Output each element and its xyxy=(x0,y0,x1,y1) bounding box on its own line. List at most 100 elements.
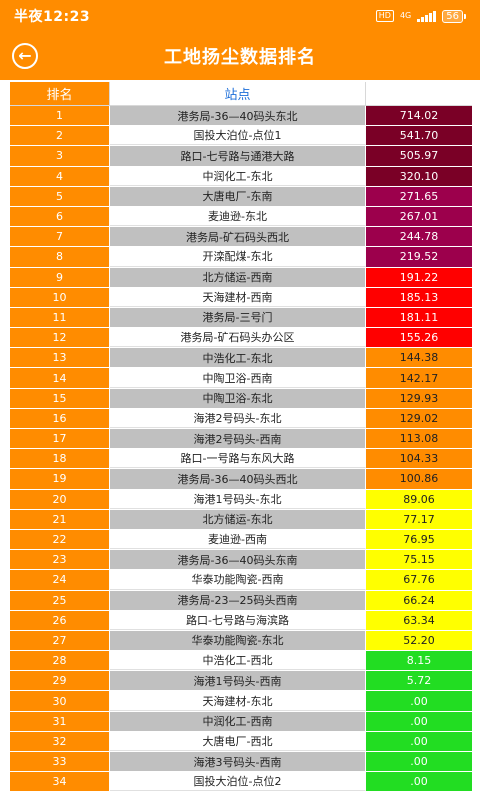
site-cell: 海港3号码头-西南 xyxy=(110,752,366,772)
pm10-cell: 155.26 xyxy=(366,328,472,348)
table-row[interactable]: 11 港务局-三号门 181.11 xyxy=(10,307,472,329)
rank-cell: 1 xyxy=(10,106,110,126)
site-cell: 中陶卫浴-东北 xyxy=(110,388,366,408)
table-row[interactable]: 34 国投大泊位-点位2.00 xyxy=(10,772,472,793)
table-row[interactable]: 18 路口-一号路与东风大路 104.33 xyxy=(10,449,472,470)
site-cell: 中浩化工-西北 xyxy=(110,651,366,671)
signal-icon xyxy=(417,10,437,22)
pm10-cell: 67.76 xyxy=(366,570,472,590)
pm10-cell: .00 xyxy=(366,691,472,711)
site-cell: 华泰功能陶瓷-西南 xyxy=(110,570,366,590)
pm10-cell: 89.06 xyxy=(366,489,472,509)
table-row[interactable]: 22 麦迪逊-西南 76.95 xyxy=(10,529,472,551)
site-cell: 大唐电厂-西北 xyxy=(110,731,366,751)
rank-cell: 34 xyxy=(10,772,110,792)
pm10-cell: 142.17 xyxy=(366,368,472,388)
rank-cell: 30 xyxy=(10,691,110,711)
table-row[interactable]: 21 北方储运-东北 77.17 xyxy=(10,509,472,530)
table-row[interactable]: 7 港务局-矿石码头西北 244.78 xyxy=(10,227,472,248)
pm10-cell: .00 xyxy=(366,711,472,731)
table-row[interactable]: 17 海港2号码头-西南 113.08 xyxy=(10,429,472,450)
page-title: 工地扬尘数据排名 xyxy=(164,47,316,68)
site-cell: 港务局-36—40码头东北 xyxy=(110,106,366,126)
pm10-cell: 244.78 xyxy=(366,227,472,247)
table-row[interactable]: 10 天海建材-西南 185.13 xyxy=(10,287,472,308)
table-row[interactable]: 30 天海建材-东北 .00 xyxy=(10,691,472,712)
pm10-cell: .00 xyxy=(366,731,472,751)
site-cell: 北方储运-西南 xyxy=(110,267,366,287)
rank-cell: 14 xyxy=(10,368,110,388)
table-row[interactable]: 27 华泰功能陶瓷-东北 52.20 xyxy=(10,630,472,652)
table-row[interactable]: 29 海港1号码头-西南 5.72 xyxy=(10,671,472,692)
site-cell: 麦迪逊-西南 xyxy=(110,529,366,550)
table-row[interactable]: 24 华泰功能陶瓷-西南 67.76 xyxy=(10,570,472,591)
pm10-cell: 185.13 xyxy=(366,287,472,307)
rank-cell: 23 xyxy=(10,550,110,570)
rank-cell: 32 xyxy=(10,731,110,751)
table-row[interactable]: 6 麦迪逊-东北 267.01 xyxy=(10,206,472,228)
table-row[interactable]: 5 大唐电厂-东南 271.65 xyxy=(10,186,472,207)
table-row[interactable]: 3 路口-七号路与通港大路 505.97 xyxy=(10,146,472,167)
site-cell: 港务局-36—40码头东南 xyxy=(110,550,366,570)
pm10-cell: 271.65 xyxy=(366,186,472,206)
rank-cell: 31 xyxy=(10,711,110,731)
battery-level: 56 xyxy=(442,9,463,23)
site-cell: 港务局-矿石码头办公区 xyxy=(110,328,366,348)
table-row[interactable]: 19 港务局-36—40码头西北 100.86 xyxy=(10,469,472,490)
site-cell: 中陶卫浴-西南 xyxy=(110,368,366,388)
site-cell: 国投大泊位-点位1 xyxy=(110,126,366,146)
header-site[interactable]: 站点 xyxy=(110,82,366,105)
site-cell: 北方储运-东北 xyxy=(110,509,366,529)
rank-cell: 28 xyxy=(10,651,110,671)
table-row[interactable]: 1 港务局-36—40码头东北 714.02 xyxy=(10,106,472,127)
pm10-cell: 129.93 xyxy=(366,388,472,408)
pm10-cell: 63.34 xyxy=(366,610,472,630)
rank-cell: 4 xyxy=(10,166,110,186)
rank-cell: 12 xyxy=(10,328,110,348)
table-row[interactable]: 23 港务局-36—40码头东南 75.15 xyxy=(10,550,472,571)
table-row[interactable]: 2 国投大泊位-点位1 541.70 xyxy=(10,126,472,147)
header-pm10[interactable]: PM10 xyxy=(401,86,437,101)
app-bar: ← 工地扬尘数据排名 xyxy=(0,32,480,80)
site-cell: 海港1号码头-东北 xyxy=(110,489,366,509)
pm10-cell: 8.15 xyxy=(366,651,472,671)
site-cell: 港务局-23—25码头西南 xyxy=(110,590,366,610)
pm10-cell: 100.86 xyxy=(366,469,472,489)
table-row[interactable]: 8 开滦配煤-东北 219.52 xyxy=(10,247,472,268)
pm10-cell: 219.52 xyxy=(366,247,472,267)
table-row[interactable]: 28 中浩化工-西北 8.15 xyxy=(10,651,472,672)
table-row[interactable]: 9 北方储运-西南 191.22 xyxy=(10,267,472,288)
table-row[interactable]: 31 中润化工-西南 .00 xyxy=(10,711,472,732)
rank-cell: 6 xyxy=(10,206,110,227)
site-cell: 大唐电厂-东南 xyxy=(110,186,366,206)
table-row[interactable]: 15 中陶卫浴-东北 129.93 xyxy=(10,388,472,409)
site-cell: 港务局-矿石码头西北 xyxy=(110,227,366,247)
status-time: 半夜12:23 xyxy=(14,9,91,25)
rank-cell: 8 xyxy=(10,247,110,267)
header-rank[interactable]: 排名 xyxy=(10,82,110,105)
status-icons: HD 4G 56 xyxy=(375,9,466,23)
pm10-cell: 66.24 xyxy=(366,590,472,610)
table-row[interactable]: 20 海港1号码头-东北 89.06 xyxy=(10,489,472,510)
table-row[interactable]: 25 港务局-23—25码头西南 66.24 xyxy=(10,590,472,611)
table-row[interactable]: 16 海港2号码头-东北 129.02 xyxy=(10,408,472,429)
ranking-table[interactable]: 排名 站点 PM10 1 港务局-36—40码头东北 714.02 2 国投大泊位-点位… xyxy=(10,82,472,800)
table-row[interactable]: 26 路口-七号路与海滨路 63.34 xyxy=(10,610,472,631)
rank-cell: 16 xyxy=(10,408,110,428)
table-row[interactable]: 14 中陶卫浴-西南 142.17 xyxy=(10,368,472,389)
table-row[interactable]: 12 港务局-矿石码头办公区 155.26 xyxy=(10,328,472,349)
table-row[interactable]: 13 中浩化工-东北 144.38 xyxy=(10,348,472,369)
table-row[interactable]: 33 海港3号码头-西南 .00 xyxy=(10,752,472,773)
table-header: 排名 站点 PM10 xyxy=(10,82,472,106)
site-cell: 天海建材-东北 xyxy=(110,691,366,711)
site-cell: 天海建材-西南 xyxy=(110,287,366,307)
back-arrow-icon[interactable]: ← xyxy=(12,43,38,69)
site-cell: 开滦配煤-东北 xyxy=(110,247,366,267)
rank-cell: 27 xyxy=(10,630,110,651)
pm10-cell: 191.22 xyxy=(366,267,472,287)
table-row[interactable]: 4 中润化工-东北 320.10 xyxy=(10,166,472,187)
pm10-cell: 52.20 xyxy=(366,630,472,651)
table-row[interactable]: 32 大唐电厂-西北 .00 xyxy=(10,731,472,752)
rank-cell: 18 xyxy=(10,449,110,469)
pm10-cell: 77.17 xyxy=(366,509,472,529)
